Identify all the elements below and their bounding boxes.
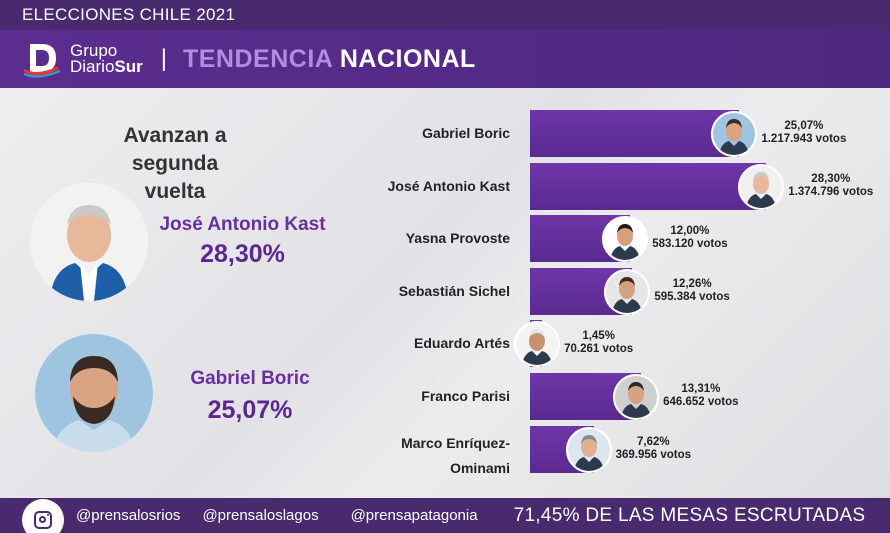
header-bar: Grupo DiarioSur | TENDENCIA NACIONAL — [0, 30, 890, 88]
candidate-stats: 25,07% 1.217.943 votos — [761, 120, 846, 146]
vote-bar — [530, 162, 767, 210]
page-title: TENDENCIA NACIONAL — [183, 45, 476, 74]
candidate-stats: 13,31% 646.652 votos — [663, 383, 738, 409]
candidate-name: Gabriel Boric — [422, 125, 510, 141]
second-place-pct: 25,07% — [207, 396, 293, 424]
candidate-votes: 369.956 votos — [615, 448, 692, 461]
candidate-photo — [514, 321, 561, 368]
candidate-pct: 25,07% — [784, 120, 824, 132]
candidate-name: Marco Enríquez- Ominami — [320, 431, 510, 481]
logo-line2: DiarioSur — [70, 57, 143, 76]
candidate-photo — [604, 268, 651, 315]
handle-loslagos[interactable]: @prensaloslagos — [202, 507, 319, 524]
header-separator: | — [160, 45, 167, 72]
logo-line1: Grupo — [70, 41, 118, 60]
vote-bar — [530, 110, 740, 157]
candidate-votes: 1.217.943 votos — [761, 133, 847, 145]
candidate-name-line2: Ominami — [450, 459, 510, 476]
candidate-name: Franco Parisi — [421, 388, 510, 404]
advance-heading: Avanzan a segunda vuelta — [123, 124, 227, 203]
second-place-name: Gabriel Boric — [190, 368, 310, 389]
candidate-photo — [602, 216, 649, 263]
candidate-votes: 583.120 votos — [652, 238, 728, 251]
candidate-name: Sebastián Sichel — [398, 282, 510, 299]
footer-bar: @prensalosrios @prensaloslagos @prensapa… — [0, 498, 890, 533]
candidate-pct: 7,62% — [637, 435, 670, 448]
top-bar: ELECCIONES CHILE 2021 — [0, 0, 890, 30]
candidate-pct: 28,30% — [811, 172, 851, 185]
diariosur-logo-icon — [22, 40, 64, 78]
candidate-photo — [613, 374, 660, 420]
first-place-name: José Antonio Kast — [159, 214, 326, 235]
candidate-stats: 12,00% 583.120 votos — [652, 225, 727, 251]
handle-losrios[interactable]: @prensalosrios — [76, 507, 181, 524]
candidate-photo — [711, 111, 758, 157]
candidate-stats: 28,30% 1.374.796 votos — [788, 173, 873, 199]
candidate-votes: 70.261 votos — [564, 343, 634, 356]
candidate-pct: 12,00% — [670, 225, 710, 238]
handle-patagonia[interactable]: @prensapatagonia — [350, 507, 478, 524]
brand-logo: Grupo DiarioSur — [22, 40, 143, 78]
title-part2: NACIONAL — [339, 44, 476, 73]
candidate-photo — [565, 426, 612, 473]
candidate-stats: 1,45% 70.261 votos — [564, 330, 633, 356]
logo-text: Grupo DiarioSur — [70, 41, 143, 76]
kast-photo — [30, 183, 148, 301]
first-place-pct: 28,30% — [200, 240, 285, 268]
title-part1: TENDENCIA — [182, 44, 333, 73]
candidate-votes: 646.652 votos — [663, 396, 739, 408]
candidate-name: Yasna Provoste — [405, 230, 510, 247]
background — [0, 88, 890, 498]
candidate-pct: 13,31% — [681, 383, 721, 395]
candidate-pct: 12,26% — [672, 277, 712, 290]
candidate-name: José Antonio Kast — [387, 177, 510, 194]
candidate-name: Eduardo Artés — [414, 335, 510, 352]
election-title: ELECCIONES CHILE 2021 — [22, 5, 236, 24]
candidate-name-line1: Marco Enríquez- — [401, 434, 510, 451]
instagram-icon[interactable] — [22, 498, 64, 533]
candidate-photo — [738, 163, 785, 210]
candidate-votes: 1.374.796 votos — [788, 185, 874, 198]
candidate-stats: 12,26% 595.384 votos — [654, 278, 729, 304]
counted-tables: 71,45% DE LAS MESAS ESCRUTADAS — [513, 504, 866, 526]
candidate-pct: 1,45% — [582, 330, 615, 343]
candidate-votes: 595.384 votos — [654, 290, 730, 303]
boric-photo — [35, 334, 153, 452]
candidate-stats: 7,62% 369.956 votos — [616, 436, 691, 462]
